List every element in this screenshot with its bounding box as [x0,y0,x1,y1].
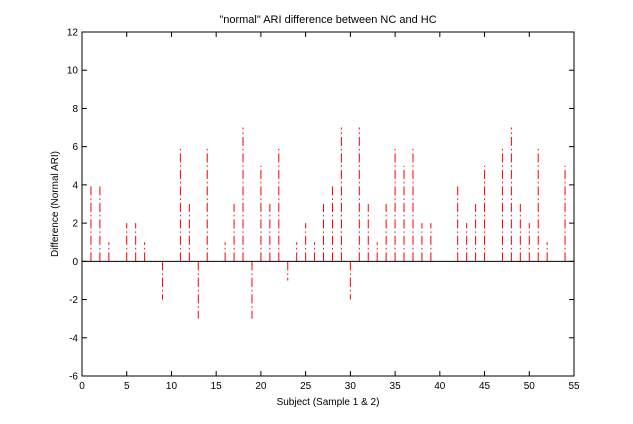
x-axis-ticks: 0 5 10 15 20 25 30 35 40 45 50 55 [79,32,580,392]
x-tick-label: 20 [255,381,267,392]
y-tick-label: -4 [69,333,78,344]
y-tick-label: 10 [67,66,79,77]
x-tick-label: 45 [479,381,491,392]
x-tick-label: 40 [434,381,446,392]
y-tick-label: 0 [72,257,78,268]
axes-box [81,31,575,377]
x-tick-label: 0 [79,381,85,392]
y-tick-label: -2 [69,295,78,306]
y-tick-label: 6 [72,142,78,153]
x-tick-label: 5 [124,381,130,392]
x-tick-label: 10 [166,381,178,392]
plot-background [82,32,574,376]
y-axis-ticks: -6 -4 -2 0 2 4 6 8 10 12 [67,28,574,383]
x-axis-label: Subject (Sample 1 & 2) [277,397,380,408]
x-tick-label: 35 [390,381,402,392]
y-axis-label: Difference (Normal ARI) [50,151,61,257]
x-tick-label: 25 [300,381,312,392]
x-tick-label: 30 [345,381,357,392]
chart-title: "normal" ARI difference between NC and H… [219,14,436,26]
x-tick-label: 15 [211,381,223,392]
data-stems [90,127,566,319]
y-tick-label: 4 [72,180,78,191]
y-tick-label: -6 [69,372,78,383]
y-tick-label: 8 [72,104,78,115]
plot-area [82,32,574,376]
axes-frame [81,31,575,377]
x-tick-label: 55 [568,381,580,392]
x-tick-label: 50 [524,381,536,392]
y-tick-label: 12 [67,28,79,39]
y-tick-label: 2 [72,219,78,230]
